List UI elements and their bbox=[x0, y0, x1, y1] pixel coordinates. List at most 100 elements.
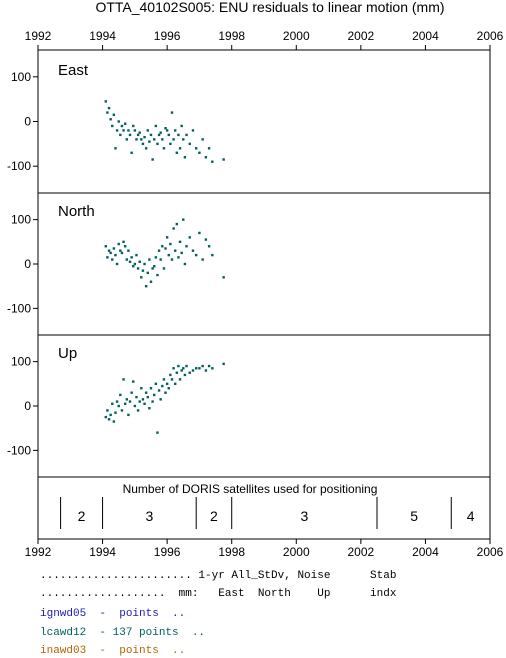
doris-segment-label: 2 bbox=[78, 508, 86, 524]
north-point bbox=[128, 260, 132, 263]
top-x-tick-label-2002: 2002 bbox=[348, 29, 375, 43]
up-point bbox=[115, 400, 119, 403]
north-point bbox=[148, 258, 151, 261]
north-point bbox=[138, 260, 141, 263]
north-point bbox=[107, 249, 111, 252]
north-y-tick-label-0: 0 bbox=[24, 257, 31, 271]
north-point bbox=[119, 249, 122, 252]
bottom-x-tick-label-1992: 1992 bbox=[25, 545, 52, 559]
east-point bbox=[175, 151, 179, 154]
up-point bbox=[170, 378, 174, 381]
east-point bbox=[127, 129, 130, 132]
north-point bbox=[185, 245, 188, 248]
east-point bbox=[120, 124, 124, 128]
east-point bbox=[106, 111, 109, 114]
north-point bbox=[122, 240, 125, 244]
east-point bbox=[132, 124, 135, 128]
east-point bbox=[156, 142, 159, 146]
up-point bbox=[207, 364, 211, 368]
up-y-tick-label--100: -100 bbox=[7, 443, 31, 457]
up-point bbox=[165, 382, 169, 386]
east-y-tick-label-0: 0 bbox=[24, 115, 31, 129]
north-point bbox=[167, 253, 170, 257]
north-point bbox=[198, 231, 201, 235]
up-y-ticks: 100 0 -100 bbox=[7, 355, 38, 457]
east-point bbox=[222, 158, 225, 161]
north-point bbox=[111, 258, 114, 261]
north-point bbox=[201, 258, 204, 261]
north-point bbox=[120, 251, 124, 255]
top-x-tick-label-2000: 2000 bbox=[283, 29, 310, 43]
north-point bbox=[159, 258, 162, 261]
east-point bbox=[112, 113, 116, 116]
east-point bbox=[148, 140, 151, 143]
east-point bbox=[172, 138, 175, 141]
east-point bbox=[211, 160, 214, 163]
up-panel-label: Up bbox=[58, 345, 77, 362]
east-point bbox=[207, 147, 211, 150]
north-panel-label: North bbox=[58, 203, 95, 220]
doris-segments: 2 3 2 3 5 4 bbox=[60, 497, 475, 529]
chart-title: OTTA_40102S005: ENU residuals to linear … bbox=[95, 0, 444, 15]
north-point bbox=[141, 269, 145, 272]
up-point bbox=[177, 364, 180, 368]
east-point bbox=[143, 135, 146, 139]
up-point bbox=[111, 402, 114, 405]
up-point bbox=[106, 409, 109, 412]
east-point bbox=[122, 129, 125, 132]
up-point bbox=[112, 420, 116, 423]
east-point bbox=[201, 138, 204, 141]
up-point bbox=[195, 367, 198, 370]
east-point bbox=[138, 131, 141, 134]
north-point bbox=[161, 245, 164, 248]
doris-panel: Number of DORIS satellites used for posi… bbox=[37, 476, 491, 540]
legend-row-inawd03: inawd03 - points .. bbox=[40, 645, 186, 657]
north-y-tick-label-100: 100 bbox=[11, 213, 31, 227]
north-point bbox=[191, 249, 195, 252]
north-point bbox=[169, 242, 172, 246]
north-point bbox=[175, 222, 179, 226]
up-point bbox=[151, 400, 154, 403]
north-point bbox=[125, 258, 128, 261]
north-point bbox=[140, 276, 143, 279]
north-point bbox=[157, 249, 161, 252]
up-point bbox=[157, 389, 161, 392]
up-point bbox=[136, 409, 140, 412]
north-point bbox=[188, 236, 191, 239]
top-x-axis: 1992 1994 1996 1998 2000 2002 2004 2006 bbox=[25, 29, 504, 50]
up-point bbox=[222, 362, 225, 366]
north-point bbox=[156, 273, 159, 277]
top-x-tick-label-2004: 2004 bbox=[412, 29, 439, 43]
up-point bbox=[140, 387, 143, 390]
north-point bbox=[127, 249, 130, 252]
north-point bbox=[172, 227, 175, 230]
east-point bbox=[135, 138, 138, 141]
north-plot-frame bbox=[37, 192, 491, 336]
up-point bbox=[185, 364, 188, 368]
east-point bbox=[151, 158, 154, 161]
up-point bbox=[109, 413, 112, 417]
bottom-x-tick-label-2006: 2006 bbox=[477, 545, 504, 559]
north-point bbox=[178, 240, 182, 244]
north-panel: North 100 0 -100 bbox=[7, 192, 491, 336]
up-point bbox=[172, 367, 175, 370]
east-point bbox=[174, 129, 177, 132]
north-point bbox=[132, 265, 135, 268]
up-point bbox=[138, 400, 141, 403]
up-point bbox=[127, 413, 130, 417]
east-point bbox=[144, 147, 148, 150]
east-point bbox=[161, 138, 164, 141]
east-point bbox=[198, 151, 201, 154]
up-point bbox=[198, 367, 201, 370]
north-point bbox=[117, 242, 120, 246]
east-point bbox=[195, 147, 198, 150]
up-point bbox=[133, 404, 137, 408]
north-point bbox=[112, 247, 116, 250]
up-point bbox=[143, 402, 146, 405]
up-point bbox=[204, 369, 208, 372]
up-point bbox=[167, 387, 170, 390]
east-point bbox=[154, 124, 158, 128]
north-point bbox=[106, 256, 109, 259]
up-point bbox=[180, 369, 183, 372]
north-point bbox=[211, 253, 214, 257]
